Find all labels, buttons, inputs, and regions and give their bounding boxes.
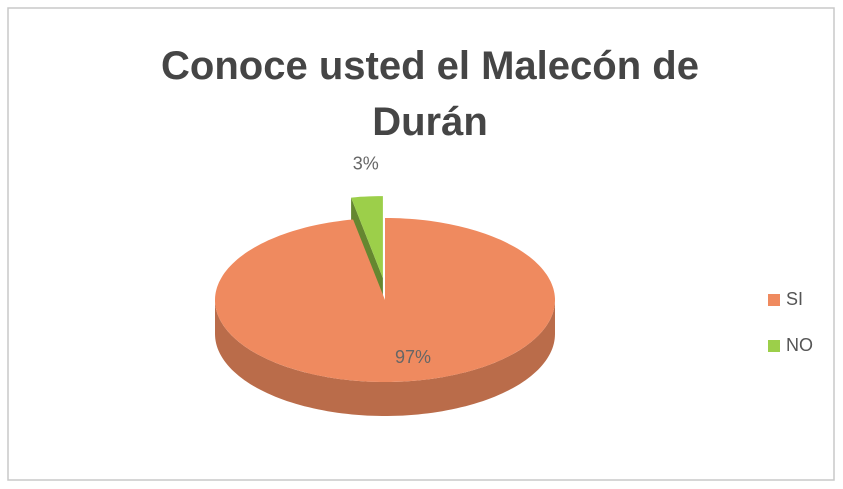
data-label: 97% — [395, 347, 431, 367]
legend-label: NO — [786, 335, 813, 355]
legend-swatch — [768, 294, 780, 306]
slice — [351, 196, 383, 279]
data-label: 3% — [353, 153, 379, 173]
slice — [215, 218, 555, 382]
chart-title: Conoce usted el Malecón de Durán — [161, 44, 699, 144]
slice-side — [215, 300, 555, 416]
legend-label: SI — [786, 289, 803, 309]
legend-swatch — [768, 340, 780, 352]
